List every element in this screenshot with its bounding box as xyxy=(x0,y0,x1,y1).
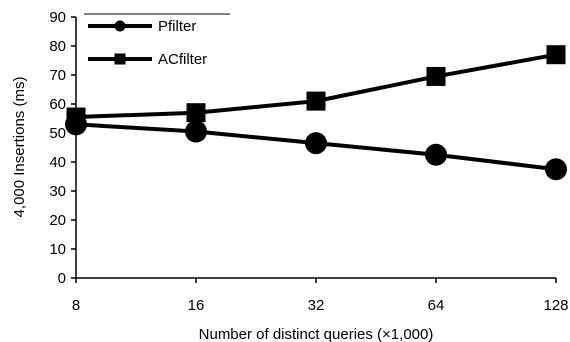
x-ticks: 8 16 32 64 128 xyxy=(72,278,569,314)
data-point-acfilter xyxy=(546,45,566,65)
y-tick-label: 30 xyxy=(49,183,66,200)
data-point-acfilter xyxy=(66,107,86,127)
legend-marker-square xyxy=(114,53,126,65)
data-point-pfilter xyxy=(305,132,327,155)
y-tick-label: 70 xyxy=(49,67,66,84)
y-tick-label: 80 xyxy=(49,38,66,55)
data-point-acfilter xyxy=(186,103,206,123)
y-tick-label: 40 xyxy=(49,154,66,171)
x-tick-label: 128 xyxy=(543,297,568,314)
x-tick-label: 32 xyxy=(308,297,325,314)
data-point-pfilter xyxy=(545,158,567,181)
y-tick-label: 50 xyxy=(49,125,66,142)
x-axis-title: Number of distinct queries (×1,000) xyxy=(199,326,434,342)
legend: Pfilter ACfilter xyxy=(84,13,230,76)
y-tick-label: 0 xyxy=(58,270,66,287)
y-tick-label: 60 xyxy=(49,96,66,113)
legend-label-acfilter: ACfilter xyxy=(158,51,207,68)
y-tick-label: 10 xyxy=(49,241,66,258)
y-tick-label: 90 xyxy=(49,9,66,26)
data-point-acfilter xyxy=(426,66,446,86)
x-tick-label: 16 xyxy=(188,297,205,314)
series-layer xyxy=(65,45,567,181)
y-ticks: 0 10 20 30 40 50 60 70 80 90 xyxy=(49,9,76,287)
x-tick-label: 64 xyxy=(428,297,445,314)
legend-marker-circle xyxy=(114,20,126,32)
legend-box xyxy=(84,14,230,76)
data-point-acfilter xyxy=(306,91,326,111)
data-point-pfilter xyxy=(185,120,207,143)
y-axis-title: 4,000 Insertions (ms) xyxy=(11,77,28,218)
data-point-pfilter xyxy=(425,143,447,166)
x-tick-label: 8 xyxy=(72,297,80,314)
legend-label-pfilter: Pfilter xyxy=(158,18,196,35)
y-tick-label: 20 xyxy=(49,212,66,229)
